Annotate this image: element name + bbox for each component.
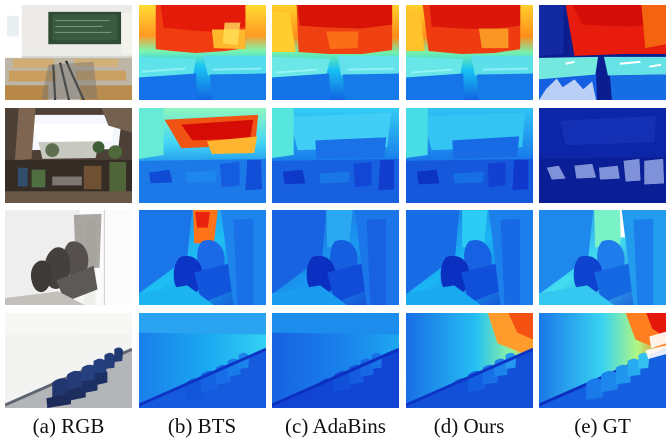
row-1-ours-depth bbox=[404, 4, 534, 101]
row-1-adabins-depth bbox=[271, 4, 400, 101]
row-2-ours-depth bbox=[404, 106, 534, 204]
row-3-bts-depth bbox=[137, 209, 267, 306]
row-1-bts-depth bbox=[137, 4, 267, 101]
row-4-ours-depth bbox=[404, 311, 534, 409]
caption-bts: (b) BTS bbox=[167, 414, 237, 438]
row-1-ground-truth-depth bbox=[538, 4, 667, 101]
caption-adabins: (c) AdaBins bbox=[285, 414, 386, 438]
caption-ours: (d) Ours bbox=[433, 414, 505, 438]
row-2-bts-depth bbox=[137, 106, 267, 204]
row-2-adabins-depth bbox=[271, 106, 400, 204]
row-3-adabins-depth bbox=[271, 209, 400, 306]
image-grid bbox=[4, 4, 667, 409]
row-3-ground-truth-depth bbox=[538, 209, 667, 306]
row-1-rgb-image bbox=[4, 4, 133, 101]
caption-ground-truth: (e) GT bbox=[574, 414, 631, 438]
row-4-ground-truth-depth bbox=[538, 311, 667, 409]
row-2-ground-truth-depth bbox=[538, 106, 667, 204]
row-4-adabins-depth bbox=[271, 311, 400, 409]
caption-rgb: (a) RGB bbox=[32, 414, 105, 438]
row-3-ours-depth bbox=[404, 209, 534, 306]
row-4-bts-depth bbox=[137, 311, 267, 409]
row-4-rgb-image bbox=[4, 311, 133, 409]
caption-row: (a) RGB (b) BTS (c) AdaBins (d) Ours (e)… bbox=[4, 413, 664, 439]
row-3-rgb-image bbox=[4, 209, 133, 306]
row-2-rgb-image bbox=[4, 106, 133, 204]
